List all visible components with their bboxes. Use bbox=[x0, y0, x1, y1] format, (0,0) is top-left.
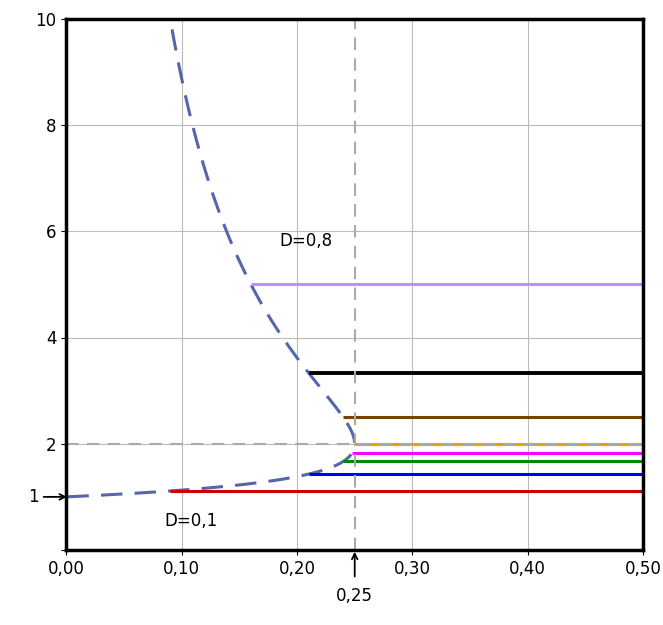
Text: 1: 1 bbox=[28, 488, 38, 506]
Text: D=0,1: D=0,1 bbox=[164, 512, 217, 530]
Text: D=0,8: D=0,8 bbox=[280, 232, 333, 250]
Text: 0,25: 0,25 bbox=[336, 588, 373, 605]
